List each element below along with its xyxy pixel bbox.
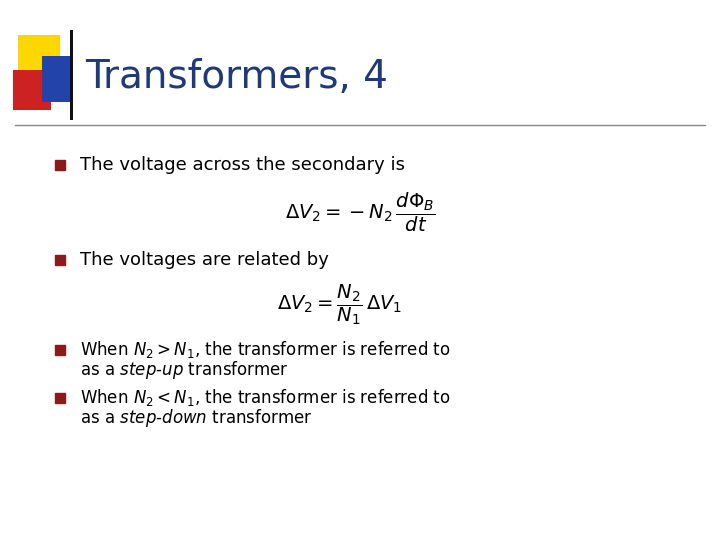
- Text: Transformers, 4: Transformers, 4: [85, 58, 388, 96]
- Text: as a $\mathit{step}$-$\mathit{down}$ transformer: as a $\mathit{step}$-$\mathit{down}$ tra…: [80, 407, 312, 429]
- Bar: [42, 56, 70, 102]
- Text: $\Delta V_2 = -N_2\,\dfrac{d\Phi_B}{dt}$: $\Delta V_2 = -N_2\,\dfrac{d\Phi_B}{dt}$: [284, 190, 436, 234]
- Bar: [13, 70, 51, 110]
- Text: $\Delta V_2 = \dfrac{N_2}{N_1}\,\Delta V_1$: $\Delta V_2 = \dfrac{N_2}{N_1}\,\Delta V…: [277, 282, 402, 327]
- Text: as a $\mathit{step}$-$\mathit{up}$ transformer: as a $\mathit{step}$-$\mathit{up}$ trans…: [80, 359, 289, 381]
- Text: The voltages are related by: The voltages are related by: [80, 251, 329, 269]
- Text: When $N_2 > N_1$, the transformer is referred to: When $N_2 > N_1$, the transformer is ref…: [80, 340, 451, 361]
- Bar: [70, 30, 73, 120]
- Text: When $N_2 < N_1$, the transformer is referred to: When $N_2 < N_1$, the transformer is ref…: [80, 388, 451, 408]
- Bar: [18, 35, 60, 85]
- Text: The voltage across the secondary is: The voltage across the secondary is: [80, 156, 405, 174]
